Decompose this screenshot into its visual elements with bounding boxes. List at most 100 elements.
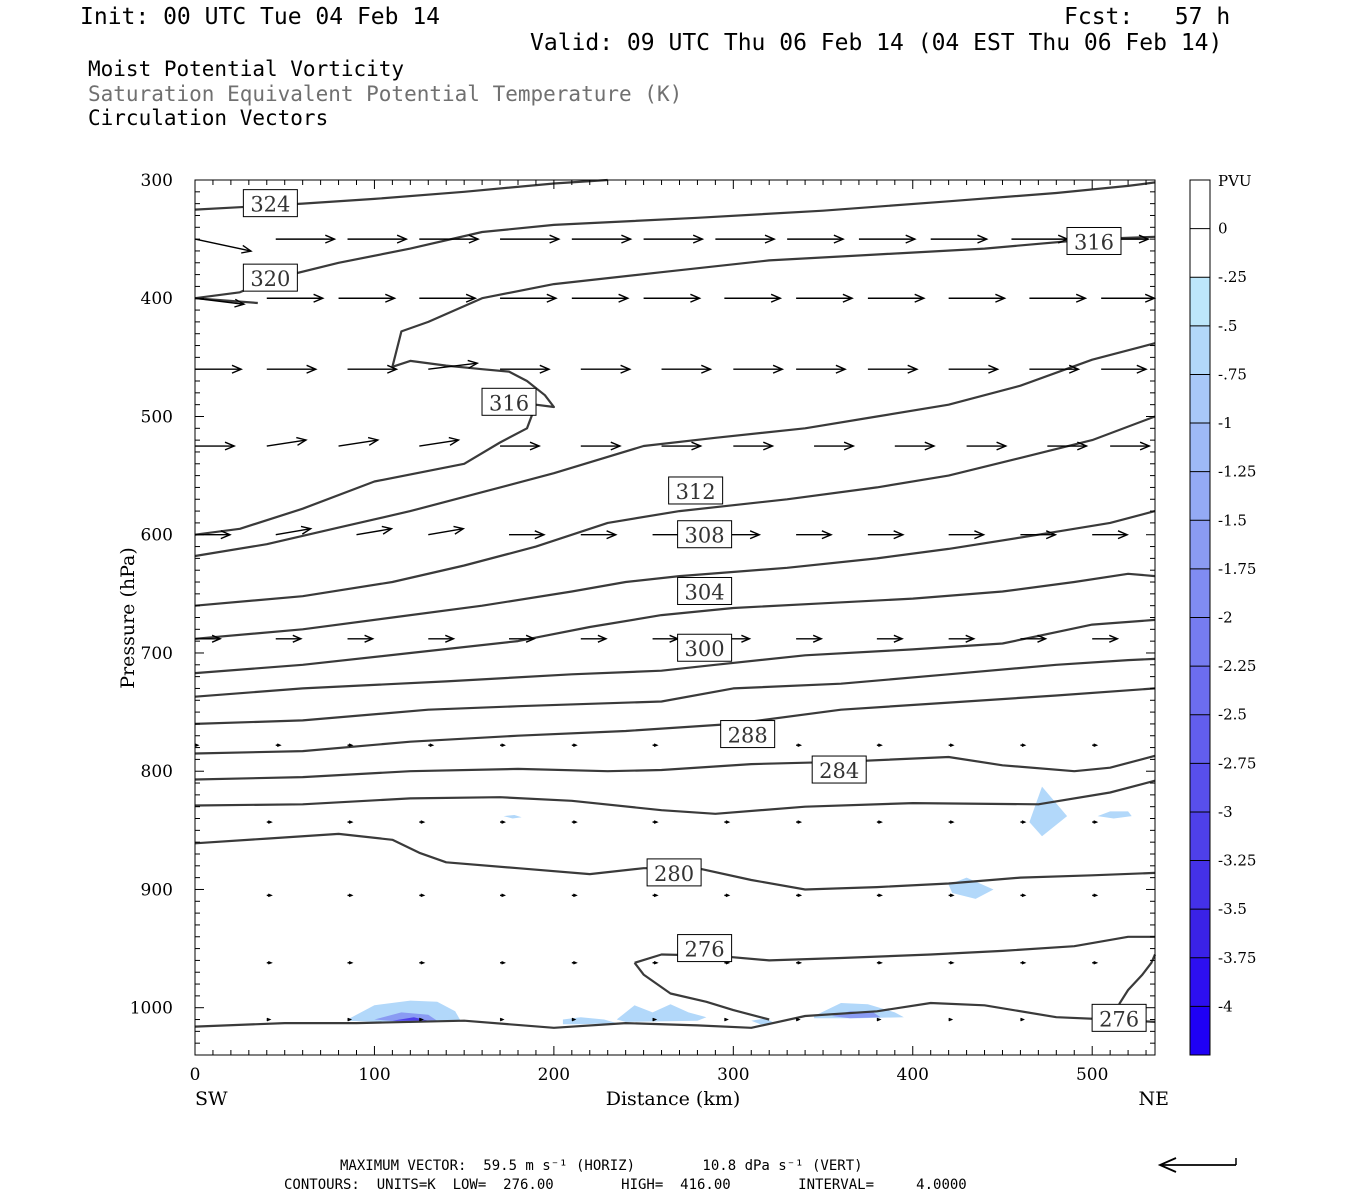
wind-vector	[930, 234, 989, 244]
wind-vector	[580, 530, 618, 540]
theta-es-contour	[1118, 954, 1157, 1005]
wind-vector	[867, 530, 905, 540]
wind-vector	[419, 436, 461, 447]
axis-tick-labels: 0 100 200 300 400 500 300 400 500 600 700 800 900 100…	[130, 171, 1109, 1085]
wind-vector	[347, 364, 399, 374]
colorbar-swatch	[1190, 1006, 1210, 1056]
wind-vector	[796, 820, 803, 824]
colorbar-label: -1.25	[1218, 463, 1256, 481]
wind-vector	[948, 820, 955, 824]
svg-text:276: 276	[1099, 1007, 1139, 1031]
colorbar-swatch	[1190, 666, 1210, 716]
wind-vector	[1020, 1017, 1025, 1022]
x-tick-label: 300	[717, 1065, 749, 1085]
wind-vector	[814, 441, 856, 451]
wind-vector	[867, 293, 926, 303]
y-tick-label: 800	[141, 762, 173, 782]
x-tick-label: 400	[897, 1065, 929, 1085]
wind-vector	[428, 359, 480, 370]
wind-vector	[499, 1017, 505, 1022]
wind-vector	[795, 1017, 801, 1022]
wind-vector	[1047, 441, 1089, 451]
theta-es-contour	[194, 415, 1156, 607]
svg-text:276: 276	[685, 938, 725, 962]
wind-vector	[275, 634, 303, 643]
wind-vector	[347, 743, 354, 748]
wind-vector	[796, 893, 803, 898]
contour-label: 276	[1091, 1003, 1147, 1032]
wind-vector	[948, 634, 976, 643]
wind-vector	[1020, 960, 1027, 965]
x-tick-label: 0	[190, 1065, 201, 1085]
wind-vector	[266, 1017, 272, 1022]
wind-vector	[419, 893, 426, 898]
wind-vector	[428, 525, 466, 536]
wind-vector	[571, 293, 630, 303]
wind-vector	[356, 525, 394, 536]
valid-time: Valid: 09 UTC Thu 06 Feb 14 (04 EST Thu …	[530, 30, 1223, 56]
pv-region	[503, 815, 522, 819]
colorbar-label: -.25	[1218, 268, 1247, 286]
contour-label: 316	[481, 387, 537, 416]
wind-vector	[652, 1017, 658, 1022]
wind-vector	[500, 293, 558, 303]
wind-vector	[509, 530, 546, 540]
wind-vector	[894, 441, 936, 451]
wind-vector	[948, 743, 955, 748]
wind-vector	[715, 234, 776, 244]
colorbar-label: -3.75	[1218, 949, 1256, 967]
wind-vector	[796, 960, 803, 965]
svg-text:316: 316	[1074, 230, 1114, 254]
theta-es-contour	[194, 572, 1156, 675]
wind-vector	[876, 634, 904, 643]
colorbar-label: -3.25	[1218, 852, 1256, 870]
pv-region	[1097, 811, 1132, 819]
contour-label: 280	[646, 858, 702, 887]
wind-vector	[787, 234, 845, 244]
contour-label: 284	[811, 755, 867, 784]
wind-vector	[419, 234, 480, 244]
forecast-hour: Fcst: 57 h	[1064, 4, 1231, 30]
x-axis-left-end: SW	[195, 1088, 228, 1110]
colorbar-label: -4	[1218, 997, 1233, 1015]
colorbar-swatch	[1190, 325, 1210, 375]
theta-es-contour	[194, 687, 1156, 755]
wind-vector	[347, 634, 375, 643]
wind-vector	[724, 820, 731, 824]
wind-vector	[195, 441, 237, 451]
wind-vector	[724, 293, 783, 303]
svg-text:312: 312	[676, 480, 716, 504]
wind-vector	[428, 743, 435, 748]
wind-vector	[1020, 893, 1027, 898]
wind-vector	[509, 634, 536, 643]
wind-vector	[1092, 960, 1099, 965]
contour-label: 324	[242, 189, 298, 218]
wind-vector	[948, 364, 1000, 374]
wind-vector	[194, 238, 253, 254]
wind-vector	[195, 634, 222, 643]
axis-ticks	[194, 179, 1155, 1056]
wind-vector	[948, 1017, 954, 1022]
wind-vector	[858, 234, 917, 244]
y-tick-label: 600	[141, 526, 173, 546]
wind-vector	[948, 530, 986, 540]
wind-vector	[796, 293, 854, 303]
theta-es-contour	[194, 342, 1156, 558]
svg-text:308: 308	[685, 524, 725, 548]
wind-vector	[796, 634, 824, 643]
wind-vector	[948, 893, 955, 898]
theta-es-contour	[194, 754, 1156, 781]
colorbar-label: -2	[1218, 609, 1233, 627]
theta-es-contour	[194, 235, 1156, 536]
pv-region	[1029, 786, 1068, 837]
wind-vector	[500, 743, 506, 748]
wind-vector	[796, 530, 833, 540]
theta-es-contour	[194, 779, 1156, 815]
colorbar-swatch	[1190, 277, 1210, 327]
contour-label: 312	[668, 476, 724, 505]
wind-vector	[948, 960, 955, 965]
colorbar-label: -2.75	[1218, 754, 1256, 772]
contour-label: 300	[677, 633, 733, 662]
colorbar-label: -2.5	[1218, 706, 1247, 724]
x-axis-right-end: NE	[1139, 1088, 1170, 1110]
